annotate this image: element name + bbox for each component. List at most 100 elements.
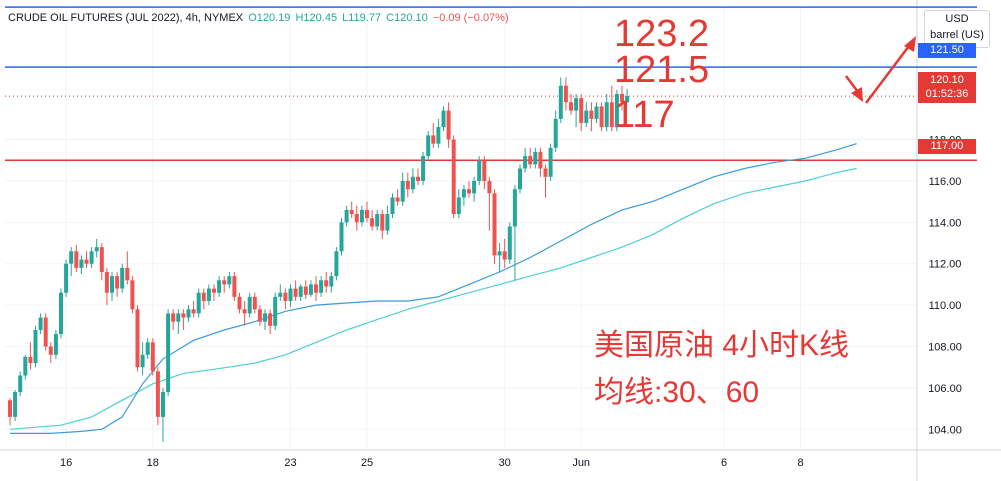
candle-body bbox=[308, 284, 313, 295]
candle-body bbox=[492, 193, 497, 256]
candle-body bbox=[416, 176, 420, 181]
candle-body bbox=[487, 180, 492, 194]
unit-label: barrel (US) bbox=[930, 29, 984, 41]
candle-body bbox=[64, 263, 69, 293]
candle-body bbox=[507, 226, 512, 260]
candle-body bbox=[293, 288, 298, 297]
candle-body bbox=[523, 156, 528, 169]
x-tick-label: 16 bbox=[60, 457, 72, 469]
candle-body bbox=[426, 135, 431, 157]
last-price-label: 120.10 bbox=[930, 74, 964, 86]
candle-body bbox=[370, 218, 375, 227]
candle-body bbox=[558, 85, 563, 119]
candle-body bbox=[543, 168, 548, 177]
candle-body bbox=[176, 313, 181, 322]
y-tick-label: 112.00 bbox=[929, 259, 962, 271]
candle-body bbox=[380, 214, 385, 231]
candle-body bbox=[497, 251, 502, 256]
candle-body bbox=[518, 168, 522, 190]
candle-body bbox=[344, 209, 349, 223]
candle-body bbox=[79, 259, 84, 268]
candle-body bbox=[467, 189, 471, 194]
change-value: −0.09 (−0.07%) bbox=[432, 12, 509, 24]
candle-body bbox=[263, 313, 267, 322]
candle-body bbox=[349, 209, 354, 215]
candle-body bbox=[431, 135, 436, 144]
candle-body bbox=[533, 151, 538, 165]
candle-body bbox=[140, 354, 145, 368]
candle-body bbox=[145, 342, 150, 355]
x-tick-label: 6 bbox=[721, 457, 727, 469]
candle-body bbox=[446, 110, 451, 140]
annotation-123-2: 123.2 bbox=[614, 13, 710, 55]
candle-body bbox=[8, 400, 12, 417]
candle-body bbox=[252, 296, 257, 310]
annotation-title-cn: 美国原油 4小时K线 bbox=[594, 329, 850, 362]
candle-body bbox=[196, 292, 201, 314]
candle-body bbox=[18, 375, 23, 393]
candle-body bbox=[23, 356, 28, 376]
candle-body bbox=[395, 197, 400, 202]
candle-body bbox=[604, 102, 609, 128]
annotation-117: 117 bbox=[614, 94, 675, 136]
candle-body bbox=[594, 106, 599, 119]
candle-body bbox=[385, 214, 390, 231]
candle-body bbox=[609, 102, 614, 128]
candle-body bbox=[232, 276, 237, 297]
candle-body bbox=[339, 222, 344, 252]
candle-body bbox=[569, 102, 573, 111]
candle-body bbox=[237, 296, 242, 310]
candle-body bbox=[599, 106, 604, 128]
candle-body bbox=[74, 251, 79, 268]
candle-body bbox=[502, 251, 507, 260]
y-tick-label: 116.00 bbox=[929, 176, 962, 188]
candle-body bbox=[283, 292, 288, 301]
candle-body bbox=[288, 288, 293, 301]
candle-body bbox=[166, 313, 171, 393]
arrow-down-line bbox=[845, 75, 859, 93]
annotation-ma-cn: 均线:30、60 bbox=[594, 376, 760, 409]
candle-body bbox=[278, 292, 283, 297]
high-value: H120.45 bbox=[295, 12, 338, 24]
candle-body bbox=[390, 197, 395, 215]
candle-body bbox=[574, 98, 579, 111]
y-tick-label: 114.00 bbox=[929, 217, 962, 229]
candle-body bbox=[553, 118, 558, 148]
candle-body bbox=[110, 276, 114, 293]
candle-body bbox=[150, 342, 155, 372]
candle-body bbox=[456, 197, 461, 215]
candle-body bbox=[191, 309, 196, 314]
candle-body bbox=[135, 309, 140, 368]
candle-body bbox=[125, 267, 130, 281]
candle-body bbox=[400, 180, 405, 202]
candle-body bbox=[441, 110, 446, 128]
candle-body bbox=[461, 189, 466, 198]
candle-body bbox=[579, 98, 584, 123]
candle-body bbox=[375, 214, 380, 227]
candle-body bbox=[589, 110, 594, 119]
price-tag-last: 120.10 01:52:36 bbox=[918, 72, 976, 103]
candle-body bbox=[206, 288, 211, 301]
candle-body bbox=[89, 251, 94, 264]
candle-body bbox=[359, 209, 364, 223]
candle-body bbox=[303, 286, 308, 295]
candle-body bbox=[324, 280, 329, 287]
close-value: C120.10 bbox=[386, 12, 428, 24]
units-selector[interactable]: USD barrel (US) bbox=[924, 10, 990, 48]
candle-body bbox=[212, 288, 216, 293]
candle-body bbox=[538, 151, 543, 169]
open-value: O120.19 bbox=[248, 12, 291, 24]
currency-label: USD bbox=[945, 13, 969, 25]
candle-body bbox=[354, 214, 359, 223]
arrow-down-head bbox=[851, 87, 863, 102]
candle-body bbox=[273, 296, 278, 326]
candle-body bbox=[625, 96, 630, 103]
y-tick-label: 110.00 bbox=[929, 300, 962, 312]
candle-body bbox=[59, 292, 63, 335]
candle-body bbox=[563, 85, 568, 103]
candle-body bbox=[201, 292, 206, 301]
ma30-line bbox=[10, 143, 857, 434]
candle-body bbox=[242, 309, 247, 314]
candle-body bbox=[171, 313, 176, 322]
